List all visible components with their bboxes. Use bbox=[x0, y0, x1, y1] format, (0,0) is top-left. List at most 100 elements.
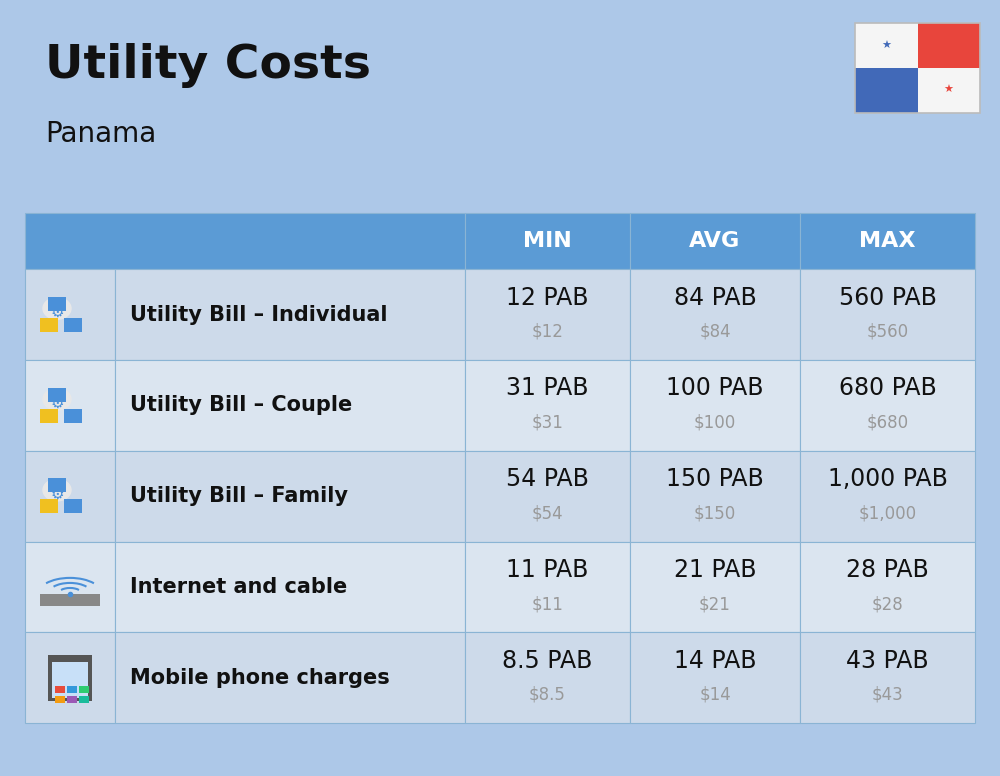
Text: 21 PAB: 21 PAB bbox=[674, 558, 756, 582]
FancyBboxPatch shape bbox=[115, 360, 465, 451]
FancyBboxPatch shape bbox=[800, 360, 975, 451]
FancyBboxPatch shape bbox=[40, 318, 58, 332]
Text: $31: $31 bbox=[532, 414, 563, 431]
FancyBboxPatch shape bbox=[465, 632, 630, 723]
FancyBboxPatch shape bbox=[630, 213, 800, 269]
Text: $150: $150 bbox=[694, 504, 736, 522]
FancyBboxPatch shape bbox=[800, 632, 975, 723]
FancyBboxPatch shape bbox=[64, 500, 82, 514]
Text: $14: $14 bbox=[699, 686, 731, 704]
Text: 150 PAB: 150 PAB bbox=[666, 467, 764, 491]
Text: MIN: MIN bbox=[523, 231, 572, 251]
Text: 8.5 PAB: 8.5 PAB bbox=[502, 649, 593, 673]
Text: $12: $12 bbox=[532, 323, 563, 341]
Text: Utility Bill – Couple: Utility Bill – Couple bbox=[130, 396, 352, 415]
Text: 680 PAB: 680 PAB bbox=[839, 376, 936, 400]
FancyBboxPatch shape bbox=[52, 662, 88, 698]
Text: ⚡: ⚡ bbox=[45, 502, 53, 512]
FancyBboxPatch shape bbox=[855, 68, 918, 113]
Text: $43: $43 bbox=[872, 686, 903, 704]
FancyBboxPatch shape bbox=[115, 542, 465, 632]
Text: ⚡: ⚡ bbox=[45, 320, 53, 331]
FancyBboxPatch shape bbox=[48, 387, 66, 402]
Text: Utility Costs: Utility Costs bbox=[45, 43, 371, 88]
Text: $54: $54 bbox=[532, 504, 563, 522]
FancyBboxPatch shape bbox=[630, 269, 800, 360]
Text: ⚙: ⚙ bbox=[68, 411, 78, 421]
Text: 84 PAB: 84 PAB bbox=[674, 286, 756, 310]
Text: ⚡: ⚡ bbox=[45, 411, 53, 421]
Text: ★: ★ bbox=[944, 85, 954, 95]
FancyBboxPatch shape bbox=[465, 542, 630, 632]
Text: $560: $560 bbox=[866, 323, 909, 341]
Text: $100: $100 bbox=[694, 414, 736, 431]
FancyBboxPatch shape bbox=[918, 23, 980, 68]
Text: ⚙: ⚙ bbox=[68, 502, 78, 512]
FancyBboxPatch shape bbox=[630, 451, 800, 542]
FancyBboxPatch shape bbox=[67, 695, 77, 703]
FancyBboxPatch shape bbox=[918, 68, 980, 113]
Text: $1,000: $1,000 bbox=[858, 504, 917, 522]
FancyBboxPatch shape bbox=[115, 269, 465, 360]
FancyBboxPatch shape bbox=[115, 632, 465, 723]
FancyBboxPatch shape bbox=[25, 213, 465, 269]
Text: $84: $84 bbox=[699, 323, 731, 341]
Text: ⚙: ⚙ bbox=[50, 487, 64, 501]
Text: 12 PAB: 12 PAB bbox=[506, 286, 589, 310]
FancyBboxPatch shape bbox=[800, 542, 975, 632]
Circle shape bbox=[43, 479, 71, 501]
Text: $8.5: $8.5 bbox=[529, 686, 566, 704]
Text: $680: $680 bbox=[866, 414, 909, 431]
FancyBboxPatch shape bbox=[67, 686, 77, 694]
FancyBboxPatch shape bbox=[40, 594, 100, 607]
Text: 560 PAB: 560 PAB bbox=[839, 286, 936, 310]
FancyBboxPatch shape bbox=[64, 318, 82, 332]
FancyBboxPatch shape bbox=[465, 360, 630, 451]
Text: ⚙: ⚙ bbox=[50, 396, 64, 411]
FancyBboxPatch shape bbox=[25, 632, 115, 723]
FancyBboxPatch shape bbox=[630, 360, 800, 451]
Text: ★: ★ bbox=[881, 40, 891, 50]
FancyBboxPatch shape bbox=[800, 213, 975, 269]
FancyBboxPatch shape bbox=[855, 23, 918, 68]
Text: Utility Bill – Individual: Utility Bill – Individual bbox=[130, 305, 388, 324]
Text: ⚙: ⚙ bbox=[50, 305, 64, 320]
Text: AVG: AVG bbox=[689, 231, 741, 251]
FancyBboxPatch shape bbox=[630, 632, 800, 723]
FancyBboxPatch shape bbox=[48, 655, 92, 702]
FancyBboxPatch shape bbox=[25, 542, 115, 632]
FancyBboxPatch shape bbox=[79, 695, 89, 703]
Text: $11: $11 bbox=[532, 595, 563, 613]
FancyBboxPatch shape bbox=[465, 269, 630, 360]
Text: 54 PAB: 54 PAB bbox=[506, 467, 589, 491]
Text: Internet and cable: Internet and cable bbox=[130, 577, 347, 597]
FancyBboxPatch shape bbox=[465, 213, 630, 269]
FancyBboxPatch shape bbox=[800, 451, 975, 542]
Text: $28: $28 bbox=[872, 595, 903, 613]
FancyBboxPatch shape bbox=[40, 408, 58, 422]
FancyBboxPatch shape bbox=[64, 408, 82, 422]
FancyBboxPatch shape bbox=[25, 269, 115, 360]
Text: $21: $21 bbox=[699, 595, 731, 613]
FancyBboxPatch shape bbox=[55, 695, 65, 703]
FancyBboxPatch shape bbox=[465, 451, 630, 542]
Text: Panama: Panama bbox=[45, 120, 156, 148]
Text: 43 PAB: 43 PAB bbox=[846, 649, 929, 673]
Text: 1,000 PAB: 1,000 PAB bbox=[828, 467, 947, 491]
Text: 14 PAB: 14 PAB bbox=[674, 649, 756, 673]
FancyBboxPatch shape bbox=[40, 500, 58, 514]
FancyBboxPatch shape bbox=[79, 686, 89, 694]
FancyBboxPatch shape bbox=[800, 269, 975, 360]
Text: 28 PAB: 28 PAB bbox=[846, 558, 929, 582]
FancyBboxPatch shape bbox=[630, 542, 800, 632]
Text: MAX: MAX bbox=[859, 231, 916, 251]
FancyBboxPatch shape bbox=[48, 478, 66, 492]
Text: ⚙: ⚙ bbox=[68, 320, 78, 331]
FancyBboxPatch shape bbox=[25, 451, 115, 542]
Text: 100 PAB: 100 PAB bbox=[666, 376, 764, 400]
Circle shape bbox=[43, 388, 71, 410]
Text: 31 PAB: 31 PAB bbox=[506, 376, 589, 400]
Text: Utility Bill – Family: Utility Bill – Family bbox=[130, 487, 348, 506]
Text: 11 PAB: 11 PAB bbox=[506, 558, 589, 582]
FancyBboxPatch shape bbox=[48, 296, 66, 310]
